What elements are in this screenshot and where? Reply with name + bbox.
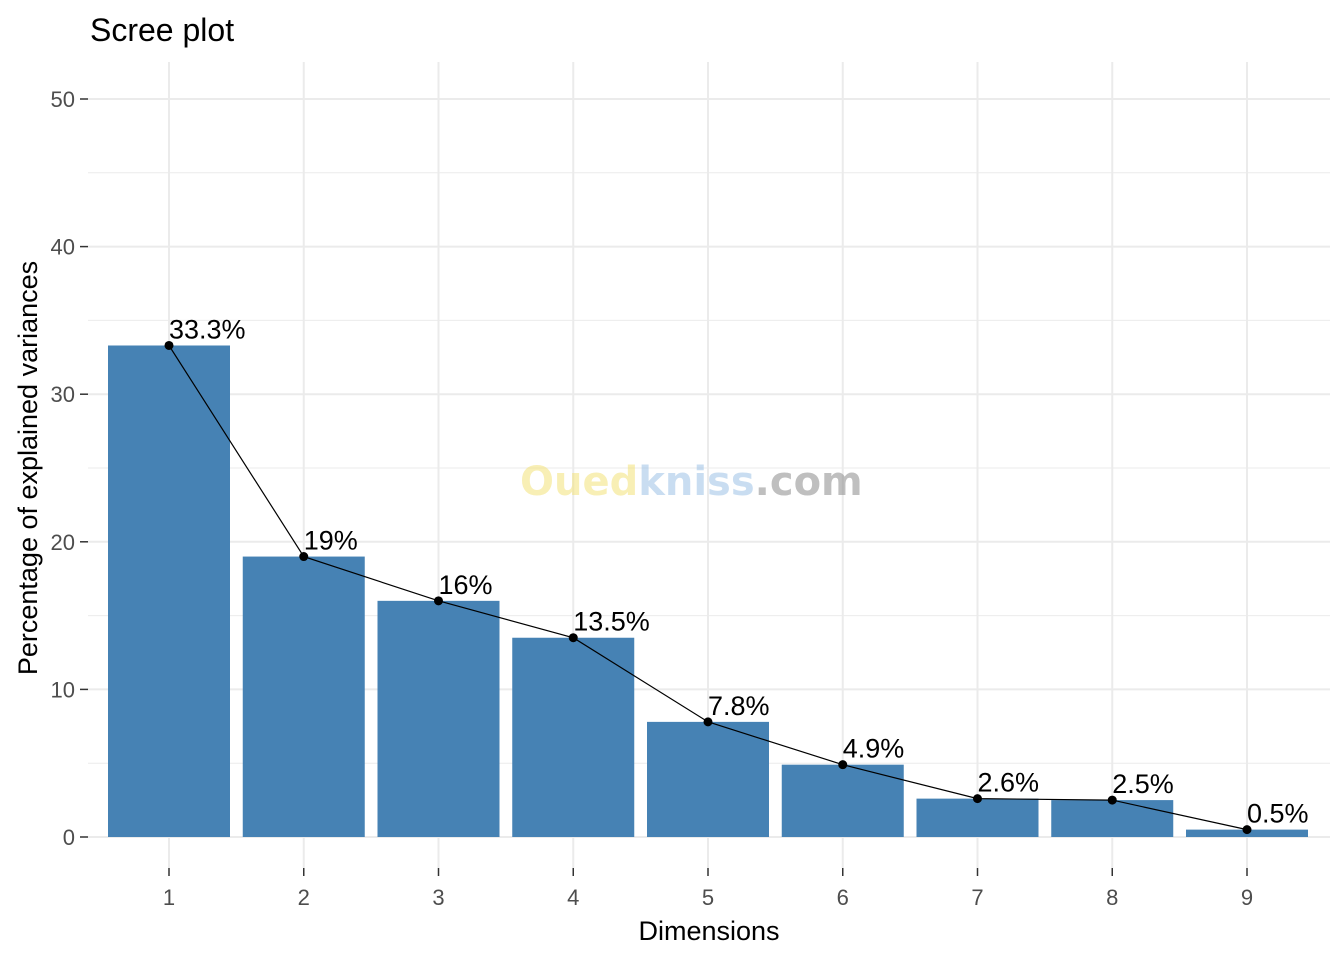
- data-label: 13.5%: [573, 607, 650, 637]
- y-tick-label: 10: [51, 677, 75, 702]
- x-tick-label: 6: [837, 885, 849, 910]
- y-tick-label: 30: [51, 382, 75, 407]
- scree-point-1: [164, 340, 174, 350]
- x-tick-label: 4: [567, 885, 579, 910]
- y-tick-label: 20: [51, 530, 75, 555]
- bar-dim-1: [108, 345, 230, 837]
- data-label: 19%: [304, 526, 358, 556]
- bar-dim-4: [512, 637, 635, 837]
- x-tick-label: 2: [298, 885, 310, 910]
- data-label: 2.6%: [978, 768, 1040, 798]
- line-layer: [164, 340, 1252, 835]
- y-tick-label: 40: [51, 235, 75, 260]
- scree-point-2: [299, 552, 309, 562]
- svg-text:Ouedkniss.com: Ouedkniss.com: [520, 459, 863, 505]
- x-tick-label: 3: [432, 885, 444, 910]
- scree-point-4: [568, 633, 578, 643]
- bar-dim-7: [916, 798, 1039, 837]
- watermark-logo: Ouedkniss.com: [520, 459, 863, 505]
- watermark-kniss: kniss: [638, 459, 754, 505]
- bar-dim-8: [1051, 800, 1174, 837]
- data-label: 33.3%: [169, 314, 246, 344]
- data-label: 7.8%: [708, 691, 770, 721]
- y-axis-title: Percentage of explained variances: [13, 261, 43, 675]
- axis-layer: 0 10 20 30 40 50 1 2 3 4 5 6 7 8 9: [51, 87, 1254, 910]
- x-tick-label: 7: [971, 885, 983, 910]
- scree-point-6: [838, 760, 848, 770]
- x-tick-label: 1: [163, 885, 175, 910]
- scree-point-9: [1242, 825, 1252, 835]
- scree-point-8: [1107, 795, 1117, 805]
- scree-point-5: [703, 717, 713, 727]
- chart-title: Scree plot: [90, 12, 234, 48]
- data-label: 2.5%: [1112, 769, 1174, 799]
- bar-dim-5: [647, 721, 769, 837]
- bar-dim-3: [377, 600, 500, 837]
- x-tick-label: 9: [1241, 885, 1253, 910]
- x-tick-label: 5: [702, 885, 714, 910]
- bar-dim-2: [242, 556, 365, 837]
- data-label-layer: 33.3% 19% 16% 13.5% 7.8% 4.9% 2.6% 2.5% 0.5%: [169, 314, 1309, 828]
- scree-point-7: [973, 794, 982, 804]
- data-label: 16%: [439, 570, 493, 600]
- y-tick-label: 50: [51, 87, 75, 112]
- y-tick-label: 0: [63, 825, 75, 850]
- watermark-com: .com: [755, 459, 863, 505]
- data-label: 0.5%: [1247, 799, 1309, 829]
- bar-layer: [108, 345, 1308, 837]
- x-tick-label: 8: [1106, 885, 1118, 910]
- data-label: 4.9%: [843, 734, 905, 764]
- watermark-oued: Oued: [520, 459, 638, 505]
- x-axis-title: Dimensions: [638, 916, 779, 946]
- bar-dim-6: [781, 764, 904, 837]
- scree-point-3: [434, 596, 443, 606]
